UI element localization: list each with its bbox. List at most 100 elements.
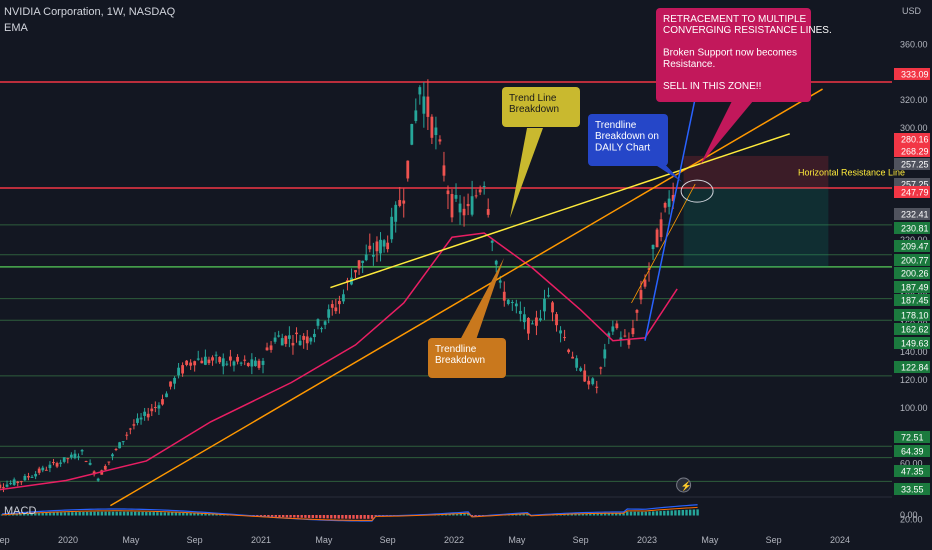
candle-body [250, 359, 254, 367]
candle-body [136, 418, 139, 423]
macd-histogram-bar [156, 512, 159, 516]
candle-body [5, 484, 9, 487]
macd-histogram-bar [30, 513, 33, 516]
price-badge [894, 445, 930, 457]
candle-body [631, 328, 635, 335]
price-badge-label: 72.51 [901, 433, 924, 443]
price-badge-label: 200.26 [901, 269, 929, 279]
macd-histogram-bar [130, 511, 133, 516]
macd-histogram-bar [282, 515, 285, 518]
macd-histogram-bar [515, 514, 518, 516]
symbol-title: NVIDIA Corporation, 1W, NASDAQ [4, 6, 176, 18]
target-zone [683, 187, 829, 267]
candle-body [591, 378, 595, 385]
macd-histogram-bar [341, 515, 344, 519]
macd-histogram-bar [26, 513, 30, 516]
macd-histogram-bar [344, 515, 348, 519]
macd-histogram-bar [596, 513, 599, 516]
candle-body [418, 87, 422, 95]
macd-histogram-bar [607, 513, 610, 516]
candle-body [627, 339, 631, 345]
macd-histogram-bar [289, 515, 292, 518]
price-badge-label: 280.16 [901, 135, 929, 145]
macd-histogram-bar [319, 515, 322, 519]
macd-histogram-bar [315, 515, 318, 519]
macd-histogram-bar [208, 513, 211, 516]
time-tick-label: May [315, 535, 333, 545]
candle-body [603, 349, 607, 359]
callout-trend-line-breakdown-box [502, 87, 580, 127]
macd-histogram-bar [52, 512, 55, 516]
macd-histogram-bar [15, 513, 18, 516]
trendline-thin [631, 183, 696, 304]
candle-body [635, 309, 639, 313]
candle-body [312, 333, 316, 338]
candle-body [225, 363, 229, 365]
candle-body [173, 377, 176, 384]
price-badge-label: 257.25 [901, 160, 929, 170]
candle-body [518, 310, 522, 314]
callout-daily-breakdown-line: Breakdown on [595, 131, 659, 142]
candle-body [257, 360, 261, 368]
candle-body [402, 200, 406, 204]
candle-body [357, 260, 361, 269]
candle-body [398, 200, 402, 206]
candle-body [571, 356, 575, 359]
candle-body [379, 239, 382, 254]
alert-icon [676, 477, 692, 493]
macd-histogram-bar [592, 513, 596, 516]
candle-body [269, 345, 273, 350]
macd-histogram-bar [696, 509, 699, 516]
macd-histogram-bar [182, 512, 185, 516]
candle-body [375, 241, 379, 252]
price-badge [894, 431, 930, 443]
candle-body [430, 116, 434, 138]
macd-histogram-bar [37, 513, 41, 516]
candle-body [563, 337, 566, 339]
macd-histogram-bar [82, 511, 85, 516]
candle-body [651, 244, 655, 250]
macd-histogram-bar [640, 511, 644, 516]
candle-body [236, 356, 239, 362]
macd-histogram-bar [115, 511, 118, 516]
price-badge-label: 333.09 [901, 70, 929, 80]
candle-body [77, 456, 80, 458]
candle-body [41, 467, 45, 471]
candle-body [30, 476, 34, 478]
callout-trend-line-breakdown-line: Trend Line [509, 93, 557, 104]
candle-body [239, 362, 243, 364]
macd-histogram-bar [141, 511, 144, 516]
macd-histogram-bar [326, 515, 329, 519]
macd-histogram-bar [19, 513, 22, 516]
macd-histogram-bar [67, 512, 70, 516]
macd-histogram-bar [670, 510, 673, 516]
candle-body [44, 469, 48, 471]
candle-body [442, 165, 446, 176]
price-badge [894, 281, 930, 293]
price-badge [894, 68, 930, 80]
macd-histogram-bar [89, 511, 92, 516]
price-tick-label: 360.00 [900, 39, 928, 49]
macd-histogram-bar [659, 510, 662, 516]
candle-body [498, 280, 502, 283]
macd-histogram-bar [274, 515, 277, 517]
ema-line [0, 232, 678, 491]
candle-body [221, 358, 225, 367]
macd-histogram-bar [363, 515, 366, 519]
macd-histogram-bar [256, 515, 259, 517]
price-badge [894, 337, 930, 349]
macd-histogram-bar [74, 512, 78, 516]
candle-body [607, 333, 611, 337]
candle-body [291, 342, 295, 346]
horizontal-resistance-label: Horizontal Resistance Line [798, 168, 905, 178]
callout-trendline-breakdown-line: Breakdown [435, 355, 485, 366]
candle-body [118, 442, 122, 449]
macd-histogram-bar [174, 512, 178, 516]
candle-body [559, 330, 562, 334]
callout-retracement-line: Resistance. [663, 59, 715, 70]
candle-body [438, 139, 442, 142]
macd-histogram-bar [119, 511, 122, 516]
candle-body [232, 361, 236, 366]
macd-histogram-bar [100, 511, 104, 516]
